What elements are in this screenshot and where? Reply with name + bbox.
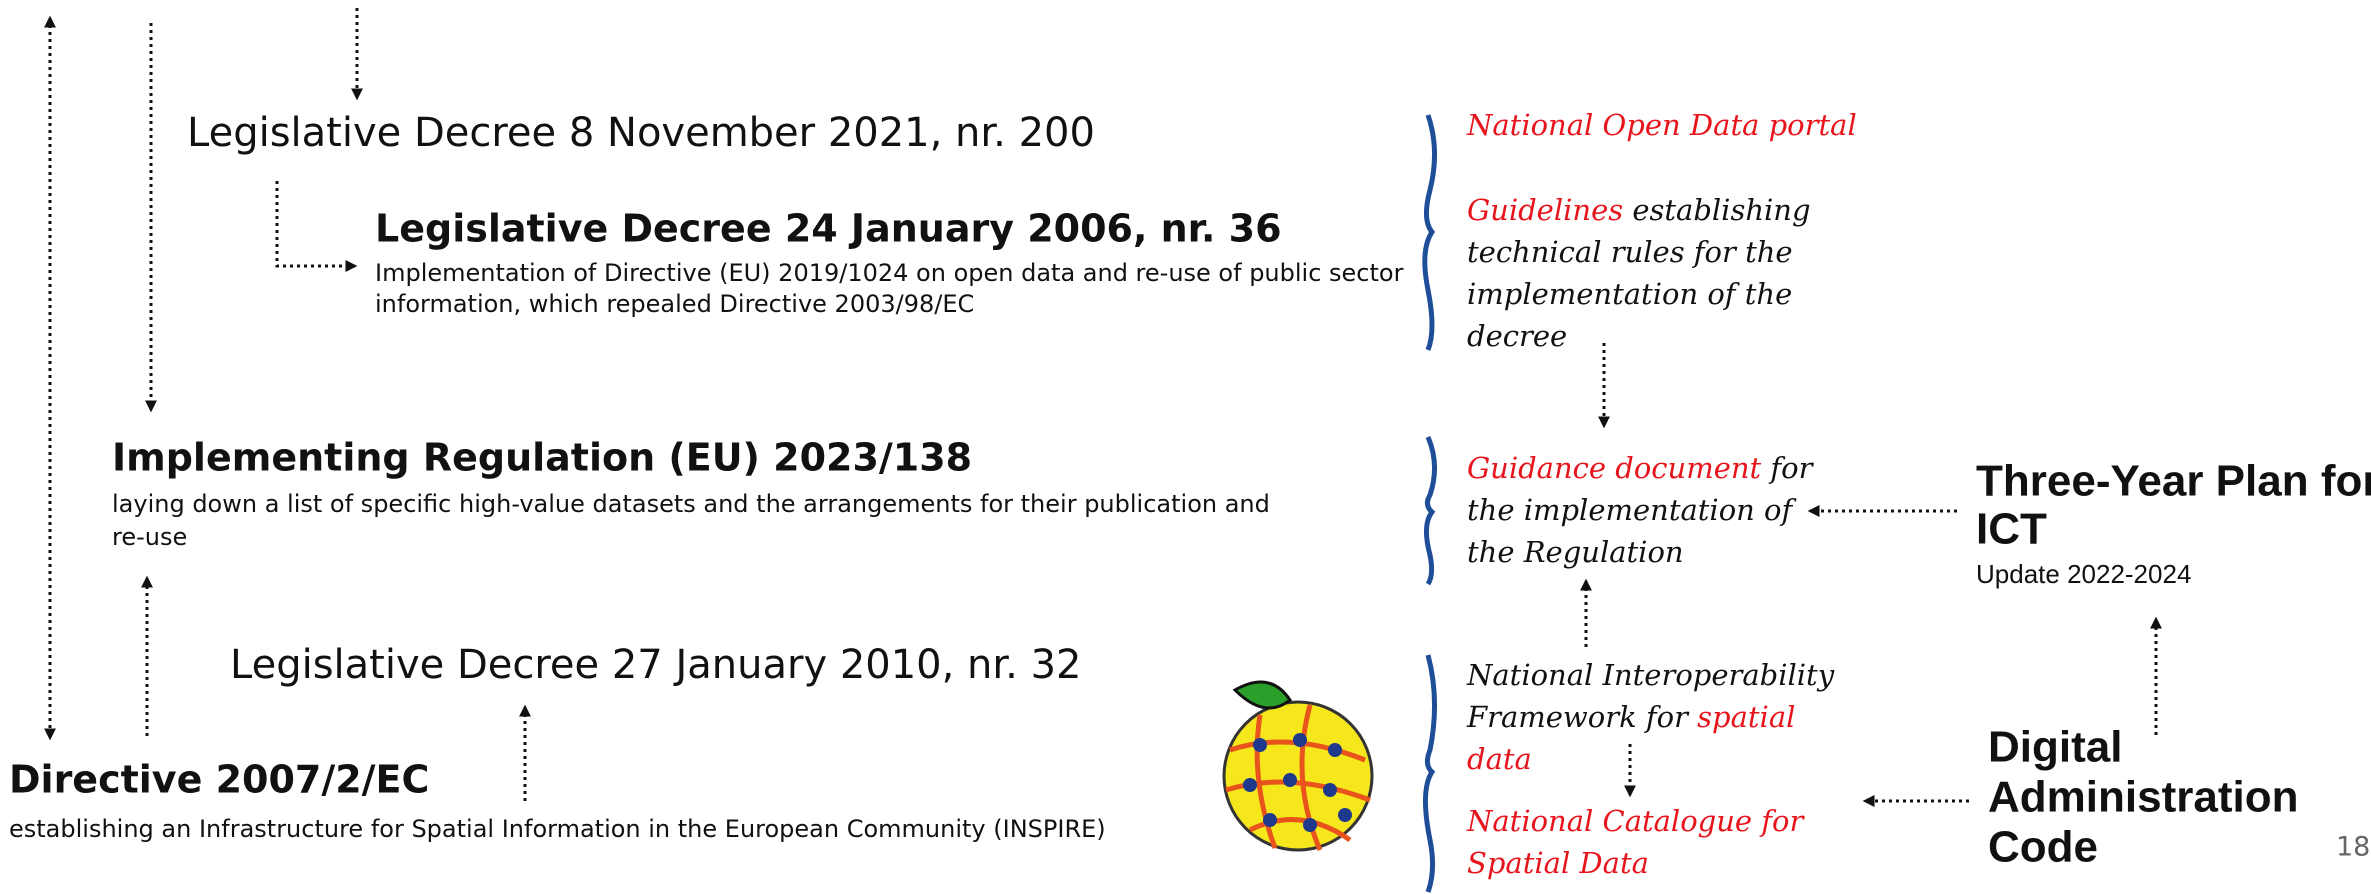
note-line: Framework for spatial (1466, 700, 1795, 734)
braces (1422, 114, 1438, 893)
note-line: technical rules for the (1467, 235, 1793, 269)
note-line: the Regulation (1467, 535, 1684, 569)
plan-title: ICT (1976, 505, 2047, 554)
inspire-logo (1222, 680, 1374, 852)
note-line: National Open Data portal (1466, 108, 1857, 142)
page-number: 18 (2336, 832, 2370, 863)
note-text: data (1467, 742, 1532, 776)
arrows (44, 8, 2162, 807)
note-text: decree (1467, 319, 1567, 353)
note-text: establishing (1623, 193, 1810, 227)
decree-description: information, which repealed Directive 20… (375, 290, 974, 318)
brace (1424, 436, 1437, 586)
note-line: Spatial Data (1467, 846, 1649, 880)
directive-title: Directive 2007/2/EC (9, 758, 429, 802)
note-text: Guidance document (1467, 451, 1762, 485)
note-text: for (1761, 451, 1814, 485)
note-line: National Catalogue for (1466, 804, 1805, 838)
note-text: National Catalogue for (1466, 804, 1805, 838)
decree-title: Legislative Decree 27 January 2010, nr. … (230, 642, 1082, 688)
brace (1422, 654, 1437, 893)
note-text: National Open Data portal (1466, 108, 1857, 142)
directive-description: establishing an Infrastructure for Spati… (9, 815, 1106, 843)
code-title: Digital (1988, 723, 2122, 772)
decree-title: Legislative Decree 8 November 2021, nr. … (187, 110, 1095, 156)
note-line: National Interoperability (1466, 658, 1835, 692)
note-text: technical rules for the (1467, 235, 1793, 269)
note-line: decree (1467, 319, 1567, 353)
note-line: Guidance document for (1467, 451, 1815, 485)
regulation-description: re-use (112, 523, 187, 551)
decree-title: Legislative Decree 24 January 2006, nr. … (375, 207, 1282, 251)
note-line: data (1467, 742, 1532, 776)
note-text: National Interoperability (1466, 658, 1835, 692)
note-text: spatial (1697, 700, 1795, 734)
note-text: the Regulation (1467, 535, 1684, 569)
code-title: Code (1988, 823, 2098, 872)
note-text: the implementation of (1467, 493, 1798, 527)
code-title: Administration (1988, 773, 2298, 822)
note-line: the implementation of (1467, 493, 1798, 527)
regulation-title: Implementing Regulation (EU) 2023/138 (112, 436, 972, 480)
plan-subtitle: Update 2022-2024 (1976, 559, 2191, 589)
note-line: implementation of the (1467, 277, 1792, 311)
plan-title: Three-Year Plan for (1976, 457, 2371, 506)
note-line: Guidelines establishing (1467, 193, 1811, 227)
decree-description: Implementation of Directive (EU) 2019/10… (375, 259, 1404, 287)
note-text: Guidelines (1467, 193, 1623, 227)
arrow (275, 181, 358, 272)
note-text: Framework for (1466, 700, 1697, 734)
regulation-description: laying down a list of specific high-valu… (112, 490, 1270, 518)
note-text: Spatial Data (1467, 846, 1649, 880)
brace (1422, 114, 1438, 351)
note-text: implementation of the (1467, 277, 1792, 311)
